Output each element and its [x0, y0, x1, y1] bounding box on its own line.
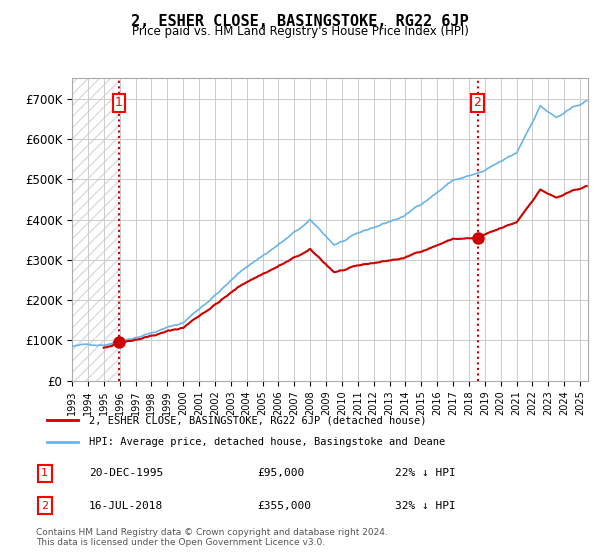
Text: Contains HM Land Registry data © Crown copyright and database right 2024.
This d: Contains HM Land Registry data © Crown c…: [36, 528, 388, 547]
Text: 1: 1: [115, 96, 123, 109]
Text: £355,000: £355,000: [258, 501, 312, 511]
Text: 2: 2: [41, 501, 49, 511]
Text: 22% ↓ HPI: 22% ↓ HPI: [395, 468, 456, 478]
Text: 1: 1: [41, 468, 48, 478]
Text: 16-JUL-2018: 16-JUL-2018: [89, 501, 163, 511]
Text: 32% ↓ HPI: 32% ↓ HPI: [395, 501, 456, 511]
Text: 20-DEC-1995: 20-DEC-1995: [89, 468, 163, 478]
Text: £95,000: £95,000: [258, 468, 305, 478]
Text: 2, ESHER CLOSE, BASINGSTOKE, RG22 6JP (detached house): 2, ESHER CLOSE, BASINGSTOKE, RG22 6JP (d…: [89, 415, 426, 425]
Text: Price paid vs. HM Land Registry's House Price Index (HPI): Price paid vs. HM Land Registry's House …: [131, 25, 469, 38]
Text: 2: 2: [473, 96, 481, 109]
Text: HPI: Average price, detached house, Basingstoke and Deane: HPI: Average price, detached house, Basi…: [89, 437, 445, 447]
Text: 2, ESHER CLOSE, BASINGSTOKE, RG22 6JP: 2, ESHER CLOSE, BASINGSTOKE, RG22 6JP: [131, 14, 469, 29]
